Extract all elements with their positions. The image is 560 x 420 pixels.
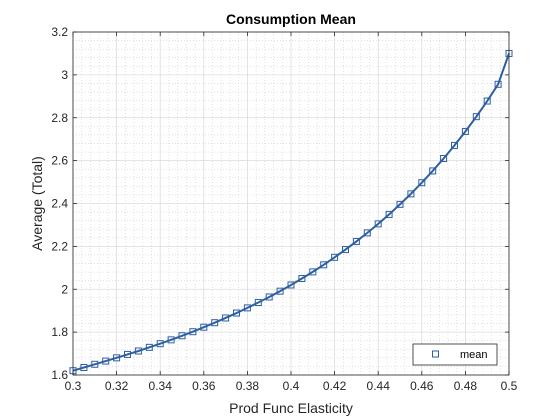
tick-marks [72,31,510,376]
data-point [396,200,404,208]
legend: mean [412,343,498,366]
data-point [440,154,448,162]
data-point [363,229,371,237]
x-tick-label: 0.3 [65,379,82,393]
y-tick-labels: 1.6 1.8 2 2.2 2.4 2.6 2.8 3 3.2 [51,25,68,382]
x-tick-label: 0.42 [323,379,347,393]
x-tick-label: 0.38 [236,379,260,393]
x-tick-label: 0.4 [283,379,300,393]
data-point [233,309,240,317]
data-point [331,253,339,261]
data-point [167,336,175,344]
data-point [385,210,393,218]
data-point [222,314,230,322]
y-tick-label: 3.2 [51,25,68,39]
x-tick-label: 0.46 [410,379,434,393]
data-point [124,350,131,358]
x-tick-label: 0.5 [501,379,518,393]
y-tick-label: 2.8 [51,111,68,125]
data-point [287,281,295,289]
data-point [320,261,328,269]
chart-title: Consumption Mean [226,11,356,27]
y-tick-label: 2 [61,282,68,296]
data-point [80,364,88,371]
data-point [189,328,197,336]
data-point [352,237,360,245]
legend-label-mean: mean [460,349,488,361]
data-point [134,347,142,355]
data-point [243,304,251,312]
x-tick-label: 0.36 [192,379,216,393]
data-point [309,268,317,276]
y-tick-label: 2.4 [51,197,68,211]
data-point [342,246,349,254]
x-tick-label: 0.44 [367,379,391,393]
data-point [451,141,458,149]
x-tick-label: 0.32 [105,379,129,393]
x-tick-labels: 0.3 0.32 0.34 0.36 0.38 0.4 0.42 0.44 0.46 0.48 0.… [65,379,518,393]
data-point [407,190,415,198]
x-tick-label: 0.34 [149,379,173,393]
x-tick-label: 0.48 [454,379,478,393]
y-axis-label: Average (Total) [29,156,45,251]
data-point [418,179,426,187]
data-point [298,275,306,283]
y-tick-label: 2.2 [51,239,68,253]
data-point [211,319,219,327]
data-point [102,357,110,365]
series-line-mean [72,53,510,372]
series-layer [69,49,513,375]
data-point [113,354,121,362]
data-point [91,360,99,368]
data-point [254,299,262,307]
data-point [483,97,491,105]
data-point [374,220,382,228]
data-point [276,287,284,295]
legend-box [412,343,498,366]
y-tick-label: 2.6 [51,154,68,168]
data-point [461,127,469,135]
legend-marker-mean [432,350,439,358]
data-point [429,167,437,175]
data-point [156,340,164,348]
y-tick-label: 1.8 [51,325,68,339]
data-point [265,293,273,301]
data-point [472,113,480,121]
x-axis-label: Prod Func Elasticity [229,400,353,416]
data-point [178,332,186,340]
y-tick-label: 1.6 [51,368,68,382]
y-tick-label: 3 [61,68,68,82]
data-point [494,80,502,88]
data-point [200,323,208,331]
data-point [145,343,153,351]
